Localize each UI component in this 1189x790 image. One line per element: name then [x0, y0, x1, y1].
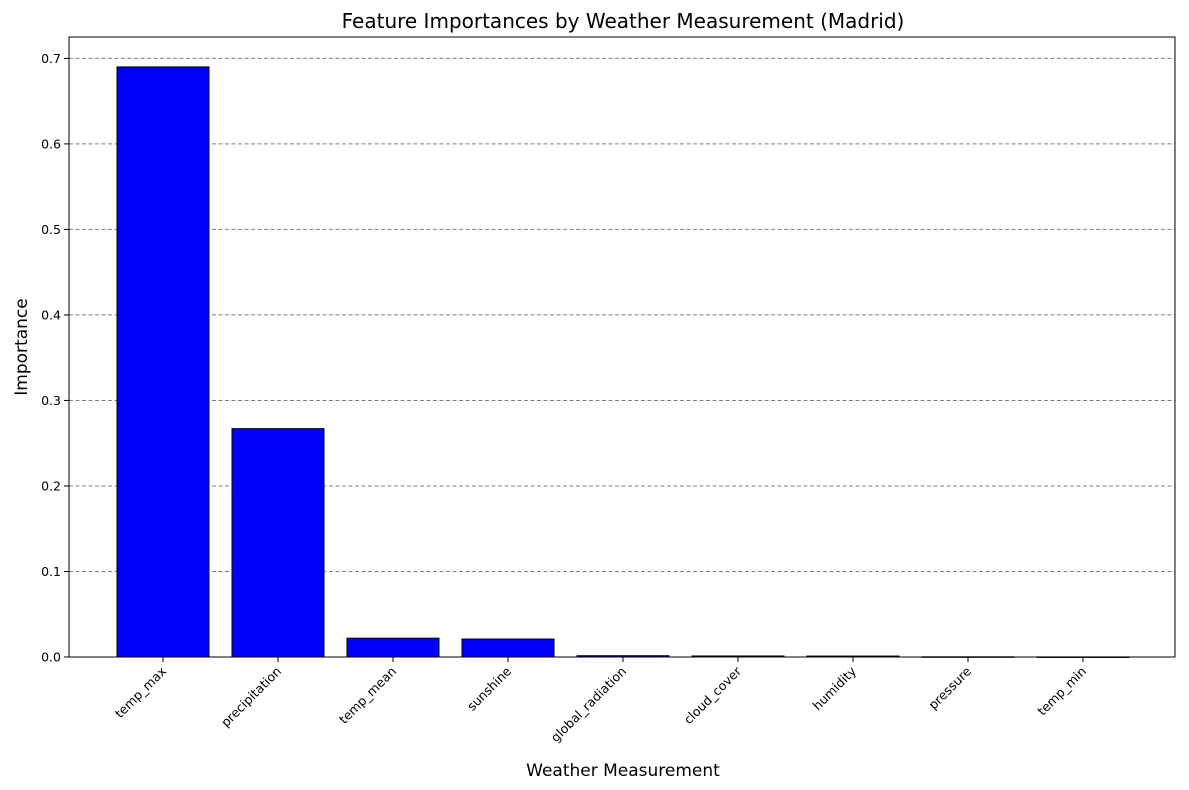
y-tick-label: 0.2	[41, 478, 61, 493]
bar-temp-max	[116, 66, 210, 658]
y-tick-label: 0.6	[41, 136, 61, 151]
y-axis-label: Importance	[12, 298, 32, 395]
x-axis-label: Weather Measurement	[526, 761, 720, 781]
bar-temp-mean	[346, 637, 440, 658]
y-tick-label: 0.1	[41, 564, 61, 579]
plot-frame	[68, 36, 1176, 658]
y-axis: 0.0 0.1 0.2 0.3 0.4 0.5 0.6 0.7	[41, 51, 69, 665]
bars-layer	[116, 66, 1130, 658]
y-tick-label: 0.7	[41, 51, 61, 66]
y-tick-label: 0.5	[41, 222, 61, 237]
y-tick-label: 0.0	[41, 650, 61, 665]
bar-sunshine	[461, 638, 555, 658]
bar-precipitation	[231, 428, 325, 658]
chart-title: Feature Importances by Weather Measureme…	[342, 9, 905, 33]
y-tick-label: 0.3	[41, 393, 61, 408]
y-tick-label: 0.4	[41, 307, 61, 322]
